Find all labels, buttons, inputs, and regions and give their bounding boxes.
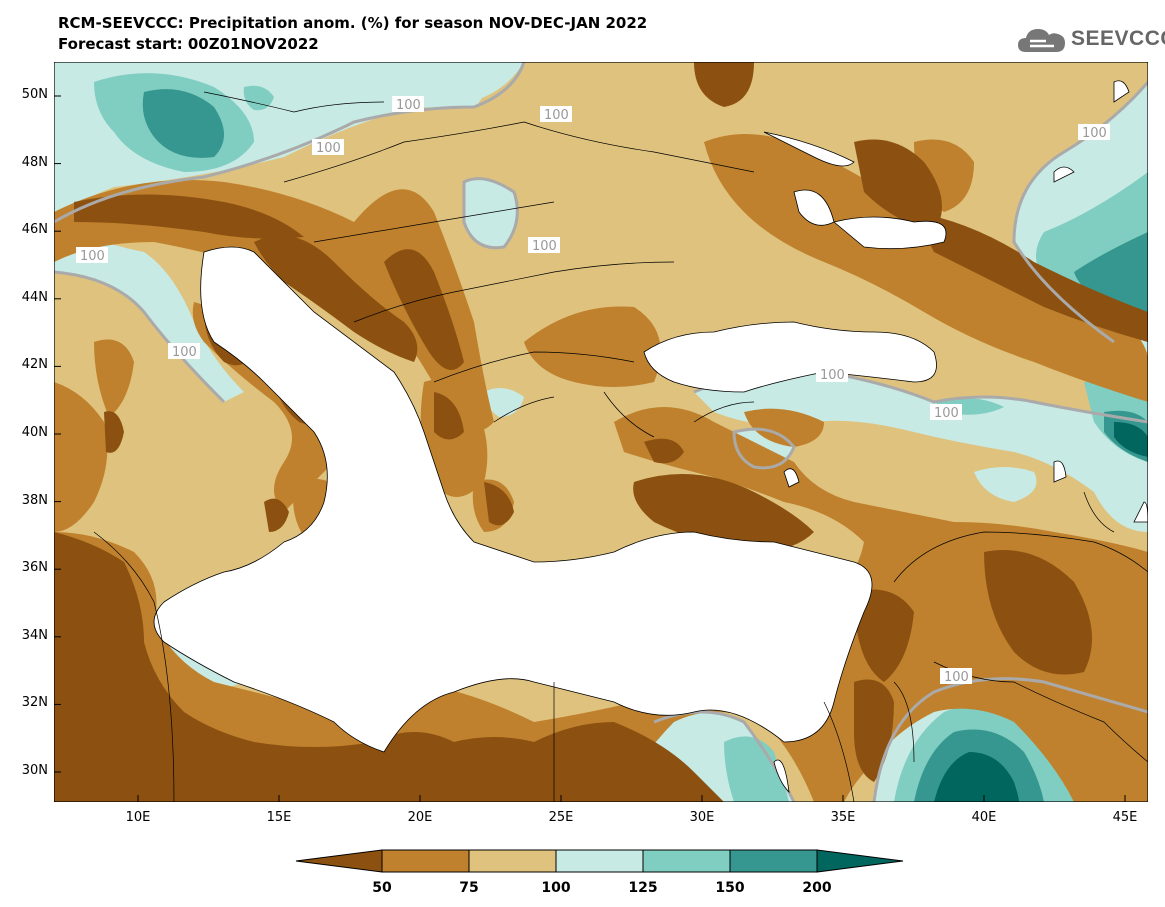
lon-tick-label: 30E bbox=[689, 810, 715, 825]
lon-tick-label: 15E bbox=[266, 810, 292, 825]
lat-tick-label: 50N bbox=[21, 87, 48, 102]
contour-100-lines bbox=[54, 62, 1148, 802]
contour-label: 100 bbox=[532, 239, 557, 254]
lon-tick-label: 20E bbox=[407, 810, 433, 825]
seevccc-logo: SEEVCCC bbox=[1016, 24, 1165, 56]
lon-tick-label: 35E bbox=[830, 810, 856, 825]
legend-label: 50 bbox=[372, 880, 392, 896]
contour-label: 100 bbox=[396, 98, 421, 113]
legend-label: 125 bbox=[628, 880, 657, 896]
legend-swatch bbox=[468, 849, 557, 873]
lat-tick-label: 44N bbox=[21, 289, 48, 305]
anomaly-above-200 bbox=[934, 422, 1148, 802]
contour-label: 100 bbox=[934, 406, 959, 421]
lon-tick-label: 10E bbox=[125, 810, 151, 825]
contour-label: 100 bbox=[1082, 126, 1107, 141]
precipitation-anomaly-map: 100 100 100 100 100 100 100 100 100 100 … bbox=[22, 62, 1148, 825]
lat-tick-label: 32N bbox=[21, 695, 48, 711]
contour-label: 100 bbox=[172, 345, 197, 360]
legend-swatch bbox=[816, 849, 904, 873]
legend-swatch bbox=[729, 849, 818, 873]
lat-tick-label: 48N bbox=[21, 154, 48, 170]
contour-label: 100 bbox=[316, 141, 341, 156]
legend-label: 75 bbox=[459, 880, 478, 896]
contour-label: 100 bbox=[80, 249, 105, 264]
contour-label: 100 bbox=[544, 108, 569, 123]
legend-label: 100 bbox=[541, 880, 570, 896]
contour-labels: 100 100 100 100 100 100 100 100 100 100 bbox=[76, 96, 1110, 685]
longitude-axis bbox=[137, 795, 1126, 802]
contour-label: 100 bbox=[820, 368, 845, 383]
legend-swatch bbox=[642, 849, 731, 873]
lat-tick-label: 30N bbox=[21, 763, 48, 778]
lon-tick-label: 40E bbox=[971, 810, 997, 825]
country-borders bbox=[93, 91, 1148, 802]
latitude-axis bbox=[54, 95, 61, 773]
lon-tick-label: 45E bbox=[1112, 810, 1138, 825]
sea-mask bbox=[153, 80, 1148, 794]
legend-label: 150 bbox=[715, 880, 744, 896]
cloud-logo-icon bbox=[1018, 29, 1065, 52]
forecast-start: Forecast start: 00Z01NOV2022 bbox=[58, 35, 319, 53]
map-title: RCM-SEEVCCC: Precipitation anom. (%) for… bbox=[58, 14, 648, 32]
lat-tick-label: 38N bbox=[21, 492, 48, 508]
contour-label: 100 bbox=[944, 670, 969, 685]
legend-swatch bbox=[381, 849, 470, 873]
color-legend: 50 75 100 125 150 200 bbox=[295, 849, 904, 896]
legend-label: 200 bbox=[802, 880, 831, 896]
legend-swatch bbox=[295, 849, 383, 873]
lat-tick-label: 36N bbox=[21, 560, 48, 576]
lat-tick-label: 46N bbox=[21, 222, 48, 238]
lat-tick-label: 40N bbox=[21, 425, 48, 440]
lat-tick-label: 34N bbox=[21, 627, 48, 643]
legend-swatch bbox=[555, 849, 644, 873]
lon-tick-label: 25E bbox=[548, 810, 574, 825]
logo-text: SEEVCCC bbox=[1071, 27, 1165, 50]
lat-tick-label: 42N bbox=[21, 357, 48, 373]
